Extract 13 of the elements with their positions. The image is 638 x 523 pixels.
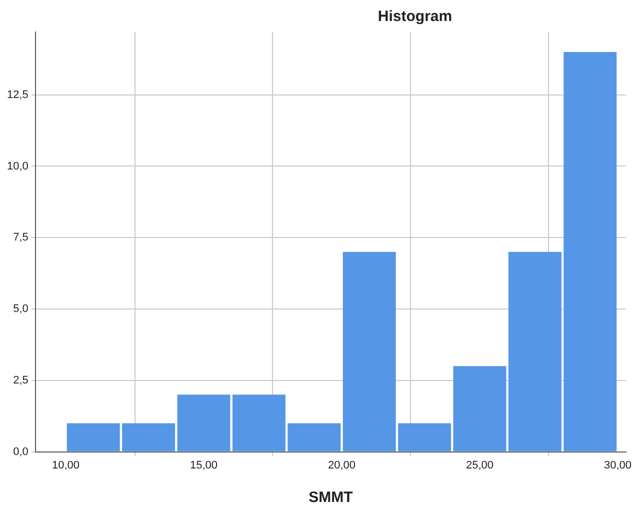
y-tick-label: 7,5 — [13, 232, 28, 244]
x-tick-label: 20,00 — [328, 459, 356, 472]
y-tick-label: 12,5 — [6, 88, 28, 101]
chart-title: Histogram — [376, 8, 454, 25]
x-tick-label: 10,00 — [52, 459, 80, 472]
x-tick-label: 15,00 — [190, 459, 218, 472]
y-tick-label: 5,0 — [13, 303, 28, 316]
x-tick-label: 25,00 — [466, 459, 494, 472]
x-axis-title: SMMT — [308, 489, 353, 506]
y-tick-label: 0,0 — [13, 446, 28, 458]
y-tick-label: 2,5 — [13, 374, 28, 386]
x-tick-label: 30,00 — [604, 459, 632, 472]
y-tick-label: 10,0 — [6, 160, 28, 172]
